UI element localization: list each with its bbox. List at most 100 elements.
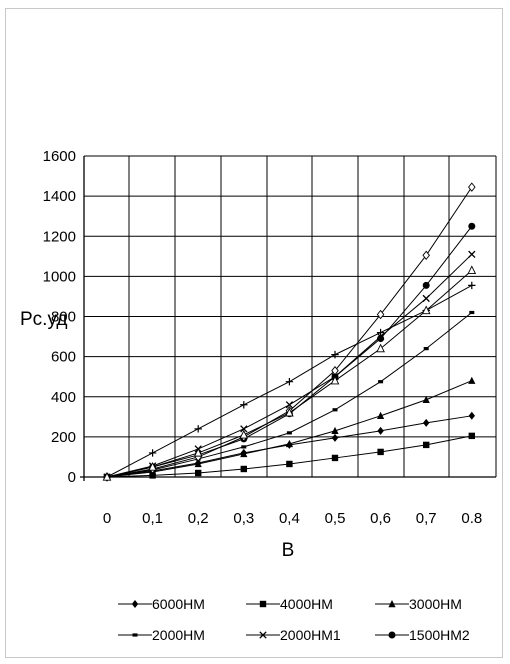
data-point <box>421 305 431 315</box>
data-point <box>422 294 430 303</box>
data-point <box>331 350 339 359</box>
data-point <box>102 471 112 481</box>
data-point <box>376 343 385 353</box>
y-tick-label: 1000 <box>43 268 76 285</box>
data-point <box>194 459 202 468</box>
legend-item: 6000HM <box>118 596 205 612</box>
data-point <box>194 425 202 433</box>
data-point <box>241 445 247 449</box>
data-point <box>332 408 338 412</box>
legend-item: 2000HM1 <box>246 627 341 643</box>
data-point <box>286 460 293 468</box>
data-point <box>468 376 476 384</box>
legend-marker <box>132 633 138 637</box>
y-tick-label: 400 <box>51 389 76 406</box>
data-point <box>285 378 294 386</box>
y-tick-label: 1400 <box>43 188 76 205</box>
legend-marker <box>131 600 139 608</box>
legend-item: 4000HM <box>246 596 333 612</box>
data-point <box>285 407 294 417</box>
x-tick-label: 0,1 <box>142 510 163 527</box>
x-axis-label: B <box>282 540 295 561</box>
legend-label: 3000HM <box>409 596 462 612</box>
data-point <box>467 265 477 275</box>
series-line <box>106 312 473 478</box>
data-point <box>468 250 476 258</box>
x-tick-label: 0,4 <box>279 510 300 527</box>
data-point <box>331 365 339 376</box>
legend-label: 6000HM <box>152 596 205 612</box>
data-point <box>423 418 430 427</box>
data-point <box>331 426 339 435</box>
legend: 6000HM 4000HM 3000HM 2000HM 2000HM1 1500HM2 <box>118 596 470 643</box>
data-point <box>468 222 476 230</box>
data-point <box>239 429 249 439</box>
data-point <box>148 461 157 471</box>
legend-item: 1500HM2 <box>375 627 470 643</box>
series-2000hm <box>104 310 475 479</box>
x-tick-label: 0,3 <box>233 510 254 527</box>
x-tick-labels: 0 0,1 0,2 0,3 0,4 0,5 0,6 0,7 0.8 <box>103 510 482 527</box>
legend-marker <box>388 600 396 608</box>
data-point <box>195 469 202 477</box>
data-point <box>240 401 248 409</box>
series-unlabeled-7 <box>103 281 476 481</box>
data-point <box>422 395 430 403</box>
y-tick-label: 0 <box>68 469 76 486</box>
series-line <box>106 225 473 478</box>
grid <box>83 155 497 478</box>
data-point <box>331 433 339 442</box>
data-point <box>423 347 429 351</box>
data-point <box>330 375 340 385</box>
axes <box>80 156 496 481</box>
data-point <box>468 432 475 440</box>
data-point <box>377 411 385 420</box>
x-tick-label: 0,5 <box>325 510 346 527</box>
data-point <box>331 454 339 462</box>
data-point <box>240 465 247 473</box>
data-point <box>423 441 430 449</box>
data-point <box>468 182 476 192</box>
data-point <box>149 472 156 479</box>
series-unlabeled-6 <box>103 182 476 482</box>
y-tick-label: 800 <box>51 309 76 326</box>
x-tick-label: 0 <box>103 510 111 527</box>
legend-label: 2000HM1 <box>280 627 341 643</box>
legend-marker <box>259 631 267 639</box>
data-point <box>148 449 157 457</box>
chart-frame <box>5 8 503 658</box>
x-tick-label: 0.8 <box>461 510 482 527</box>
legend-item: 2000HM <box>118 627 205 643</box>
legend-label: 1500HM2 <box>409 627 470 643</box>
data-point <box>468 411 475 420</box>
data-point <box>240 425 248 433</box>
data-point <box>422 250 430 261</box>
data-point <box>376 309 385 320</box>
y-tick-label: 1600 <box>43 148 76 165</box>
data-point <box>377 448 384 456</box>
x-tick-label: 0,6 <box>370 510 391 527</box>
legend-marker <box>259 600 267 608</box>
legend-marker <box>388 631 396 639</box>
legend-item: 3000HM <box>375 596 462 612</box>
legend-label: 4000HM <box>280 596 333 612</box>
y-tick-label: 1200 <box>43 228 76 245</box>
y-tick-label: 200 <box>51 429 76 446</box>
y-tick-label: 600 <box>51 349 76 366</box>
legend-label: 2000HM <box>152 627 205 643</box>
data-point <box>422 281 430 289</box>
data-point <box>240 449 248 458</box>
data-point <box>469 310 475 315</box>
data-point <box>378 380 384 384</box>
series-3000hm <box>103 376 476 481</box>
data-point <box>285 439 293 448</box>
data-point <box>286 431 292 435</box>
series-4000hm <box>103 432 475 481</box>
x-tick-label: 0,2 <box>188 510 209 527</box>
x-tick-label: 0,7 <box>416 510 437 527</box>
y-axis-label: Pc.уд <box>20 309 67 330</box>
data-point <box>377 335 385 343</box>
series-unlabeled-8 <box>102 265 477 481</box>
y-tick-labels: 0 200 400 600 800 1000 1200 1400 1600 <box>43 148 76 486</box>
